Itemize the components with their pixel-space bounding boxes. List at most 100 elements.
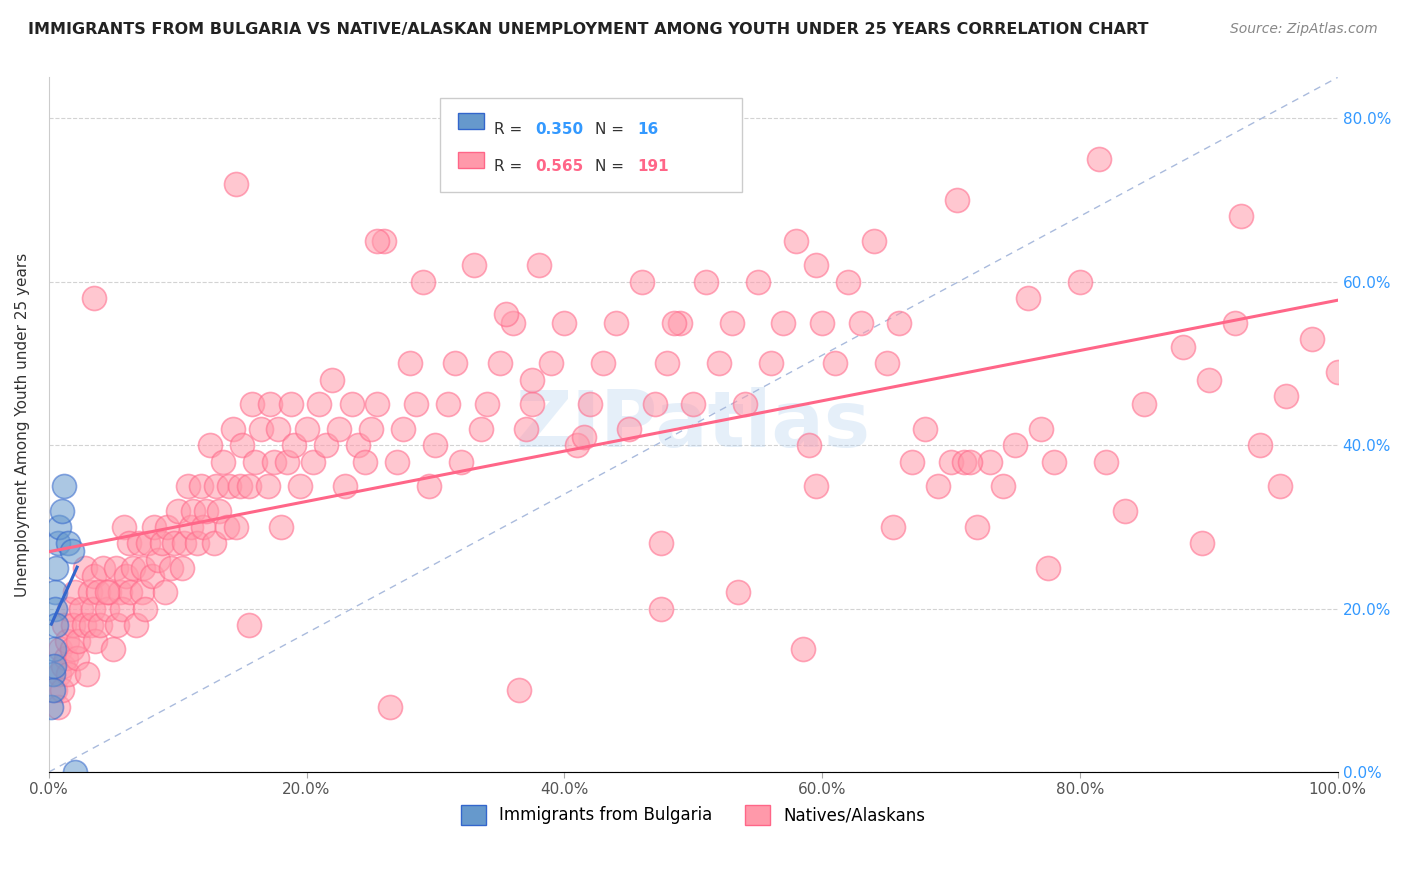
Point bbox=[66, 650, 89, 665]
Point bbox=[170, 560, 193, 574]
Point bbox=[527, 259, 550, 273]
Point bbox=[662, 316, 685, 330]
Point bbox=[53, 479, 76, 493]
Point bbox=[792, 642, 814, 657]
Point bbox=[270, 520, 292, 534]
Point bbox=[67, 634, 90, 648]
Point bbox=[49, 642, 72, 657]
Point bbox=[121, 560, 143, 574]
Point bbox=[1230, 210, 1253, 224]
Point bbox=[46, 699, 69, 714]
Point bbox=[759, 356, 782, 370]
Point bbox=[177, 479, 200, 493]
Point bbox=[876, 356, 898, 370]
Point bbox=[56, 634, 79, 648]
Point bbox=[682, 397, 704, 411]
Point bbox=[443, 356, 465, 370]
Point bbox=[489, 356, 512, 370]
Point bbox=[73, 560, 96, 574]
Point bbox=[193, 520, 215, 534]
Point bbox=[82, 601, 104, 615]
Point bbox=[62, 618, 84, 632]
Point bbox=[141, 569, 163, 583]
Point bbox=[953, 454, 976, 468]
Point bbox=[302, 454, 325, 468]
Point bbox=[1171, 340, 1194, 354]
Point bbox=[508, 683, 530, 698]
Point bbox=[63, 765, 86, 780]
Point bbox=[259, 397, 281, 411]
Point bbox=[1004, 438, 1026, 452]
Point bbox=[83, 569, 105, 583]
Point bbox=[128, 536, 150, 550]
Point bbox=[44, 683, 66, 698]
Point bbox=[112, 520, 135, 534]
Point bbox=[939, 454, 962, 468]
Point bbox=[617, 422, 640, 436]
Point bbox=[44, 601, 66, 615]
Point bbox=[837, 275, 859, 289]
Point bbox=[495, 307, 517, 321]
Point bbox=[41, 667, 63, 681]
Point bbox=[515, 422, 537, 436]
Text: R =: R = bbox=[494, 122, 527, 137]
Point bbox=[1031, 422, 1053, 436]
Point bbox=[202, 536, 225, 550]
Point bbox=[392, 422, 415, 436]
Point bbox=[89, 618, 111, 632]
Point bbox=[328, 422, 350, 436]
Point bbox=[190, 479, 212, 493]
Point bbox=[84, 634, 107, 648]
Point bbox=[1114, 503, 1136, 517]
Point bbox=[567, 438, 589, 452]
Point bbox=[118, 585, 141, 599]
Point bbox=[125, 618, 148, 632]
Point bbox=[45, 618, 67, 632]
Point bbox=[83, 291, 105, 305]
Point bbox=[1017, 291, 1039, 305]
Point bbox=[727, 585, 749, 599]
Point bbox=[1249, 438, 1271, 452]
Point bbox=[450, 454, 472, 468]
Point bbox=[132, 560, 155, 574]
Point bbox=[721, 316, 744, 330]
Point bbox=[979, 454, 1001, 468]
Point bbox=[222, 422, 245, 436]
Point bbox=[308, 397, 330, 411]
Point bbox=[143, 520, 166, 534]
Point bbox=[520, 397, 543, 411]
Text: ZIPatlas: ZIPatlas bbox=[516, 387, 870, 463]
Point bbox=[959, 454, 981, 468]
Point bbox=[263, 454, 285, 468]
Point bbox=[76, 667, 98, 681]
Point bbox=[96, 601, 118, 615]
Text: N =: N = bbox=[595, 122, 628, 137]
Point bbox=[48, 520, 70, 534]
Point bbox=[824, 356, 846, 370]
Point bbox=[470, 422, 492, 436]
Point bbox=[1088, 152, 1111, 166]
Point bbox=[572, 430, 595, 444]
Point bbox=[108, 585, 131, 599]
Point bbox=[79, 585, 101, 599]
Point bbox=[53, 618, 76, 632]
Point bbox=[707, 356, 730, 370]
Point bbox=[398, 356, 420, 370]
Point bbox=[785, 234, 807, 248]
Point bbox=[215, 520, 238, 534]
Point bbox=[134, 601, 156, 615]
Point bbox=[799, 438, 821, 452]
Point bbox=[280, 397, 302, 411]
Text: 0.565: 0.565 bbox=[536, 159, 583, 174]
Point bbox=[131, 585, 153, 599]
Point bbox=[105, 618, 128, 632]
Point bbox=[650, 601, 672, 615]
Y-axis label: Unemployment Among Youth under 25 years: Unemployment Among Youth under 25 years bbox=[15, 252, 30, 597]
Point bbox=[70, 601, 93, 615]
Point bbox=[283, 438, 305, 452]
Point bbox=[804, 259, 827, 273]
Point bbox=[111, 601, 134, 615]
Point bbox=[42, 658, 65, 673]
Point bbox=[605, 316, 627, 330]
Point bbox=[295, 422, 318, 436]
